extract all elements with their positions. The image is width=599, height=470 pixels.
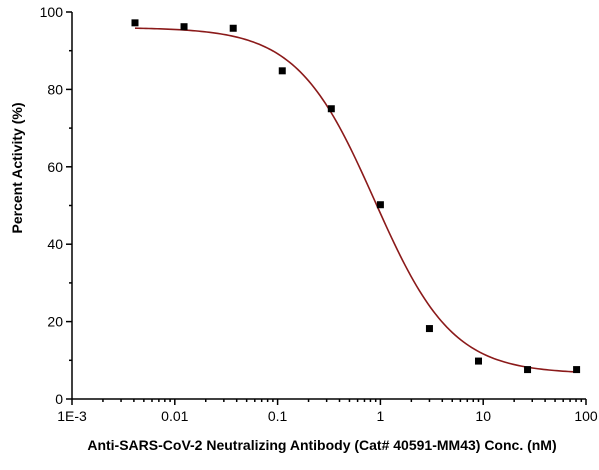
y-axis-title: Percent Activity (%) — [9, 103, 25, 234]
data-points-layer — [131, 19, 581, 374]
x-tick-label: 0.1 — [268, 408, 288, 424]
data-point — [278, 67, 286, 75]
x-tick-label: 1E-3 — [57, 408, 87, 424]
x-tick-label: 100 — [574, 408, 598, 424]
fit-curve-layer — [134, 27, 577, 373]
data-point — [327, 105, 335, 113]
y-tick-label: 40 — [47, 236, 63, 252]
data-point — [229, 24, 237, 32]
data-point — [376, 201, 384, 209]
y-tick-label: 0 — [55, 391, 63, 407]
y-tick-label: 20 — [47, 314, 63, 330]
y-tick-label: 100 — [40, 4, 64, 20]
x-tick-label: 1 — [377, 408, 385, 424]
data-point — [131, 19, 139, 27]
data-point — [524, 366, 532, 374]
y-tick-label: 80 — [47, 81, 63, 97]
y-tick-label: 60 — [47, 159, 63, 175]
x-axis-title: Anti-SARS-CoV-2 Neutralizing Antibody (C… — [87, 437, 556, 453]
data-point — [474, 357, 482, 365]
x-tick-label: 10 — [475, 408, 491, 424]
data-point — [573, 366, 581, 374]
data-point — [425, 325, 433, 333]
axes: 0 20 40 60 80 100 1E-3 0.01 0.1 1 10 100 — [40, 4, 598, 424]
x-tick-label: 0.01 — [161, 408, 188, 424]
fit-curve — [134, 27, 577, 373]
data-point — [180, 23, 188, 31]
